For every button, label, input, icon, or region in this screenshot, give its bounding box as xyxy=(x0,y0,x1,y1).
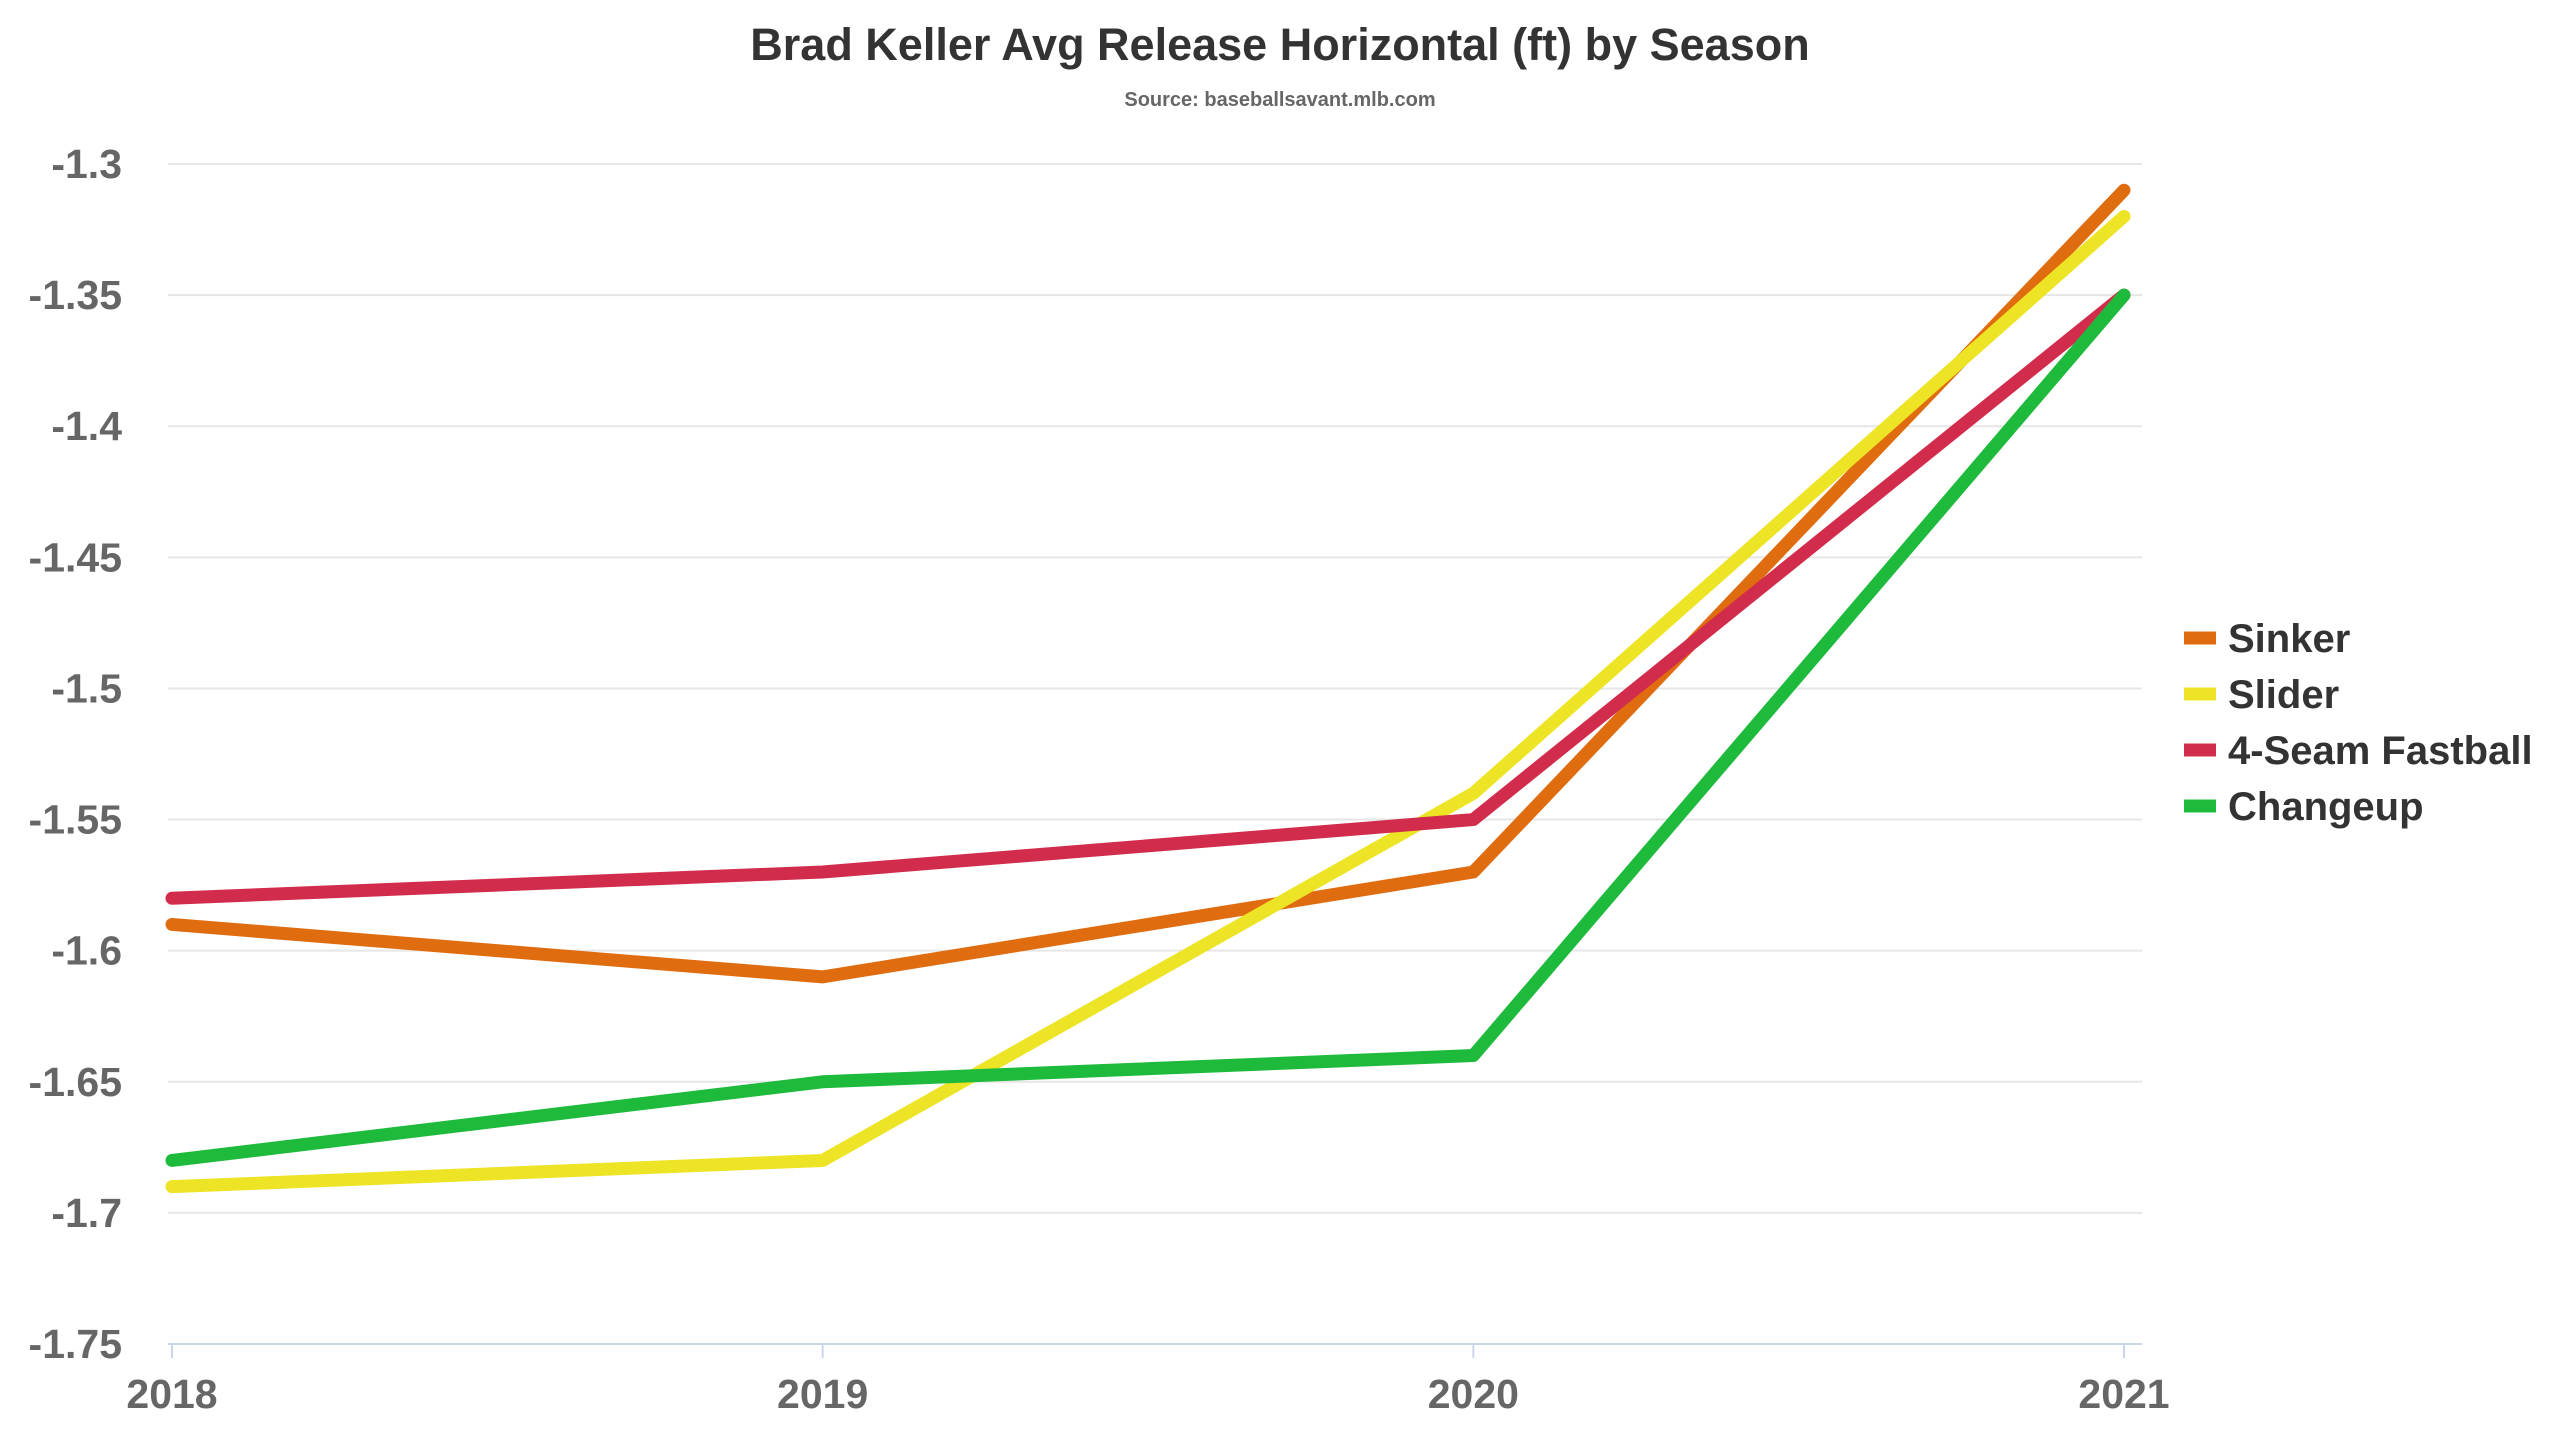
axes: -1.3 -1.35 -1.4 -1.45 -1.5 -1.55 -1.6 -1.65 -1.7… xyxy=(29,141,2170,1417)
y-tick-label: -1.7 xyxy=(51,1190,122,1236)
x-tick-label: 2021 xyxy=(2078,1371,2169,1417)
legend-label: Slider xyxy=(2228,673,2339,717)
series-lines xyxy=(165,183,2131,1194)
x-tick-label: 2019 xyxy=(777,1371,868,1417)
x-tick-label: 2018 xyxy=(126,1371,217,1417)
series-line-4-seam-fastball[interactable] xyxy=(165,288,2131,905)
y-tick-label: -1.75 xyxy=(29,1321,122,1367)
series-line-sinker[interactable] xyxy=(165,183,2131,984)
legend-label: Changeup xyxy=(2228,785,2424,829)
legend-item[interactable]: Changeup xyxy=(2184,785,2424,829)
legend-item[interactable]: Sinker xyxy=(2184,617,2350,661)
x-tick-label: 2020 xyxy=(1428,1371,1519,1417)
chart-title: Brad Keller Avg Release Horizontal (ft) … xyxy=(750,19,1809,70)
legend-item[interactable]: Slider xyxy=(2184,673,2339,717)
y-tick-label: -1.3 xyxy=(51,141,122,187)
chart-subtitle: Source: baseballsavant.mlb.com xyxy=(1124,89,1435,111)
series-line-slider[interactable] xyxy=(165,209,2131,1194)
series-line-changeup[interactable] xyxy=(165,288,2131,1167)
y-tick-label: -1.6 xyxy=(51,928,122,974)
y-tick-label: -1.35 xyxy=(29,272,122,318)
grid-lines xyxy=(168,163,2142,1214)
legend[interactable]: Sinker Slider 4-Seam Fastball Changeup xyxy=(2184,617,2533,829)
legend-item[interactable]: 4-Seam Fastball xyxy=(2184,729,2533,773)
y-tick-label: -1.4 xyxy=(51,403,122,449)
y-tick-label: -1.65 xyxy=(29,1059,122,1105)
y-tick-label: -1.45 xyxy=(29,534,122,580)
legend-label: 4-Seam Fastball xyxy=(2228,729,2533,773)
y-tick-label: -1.5 xyxy=(51,665,122,711)
legend-label: Sinker xyxy=(2228,617,2350,661)
y-tick-label: -1.55 xyxy=(29,797,122,843)
